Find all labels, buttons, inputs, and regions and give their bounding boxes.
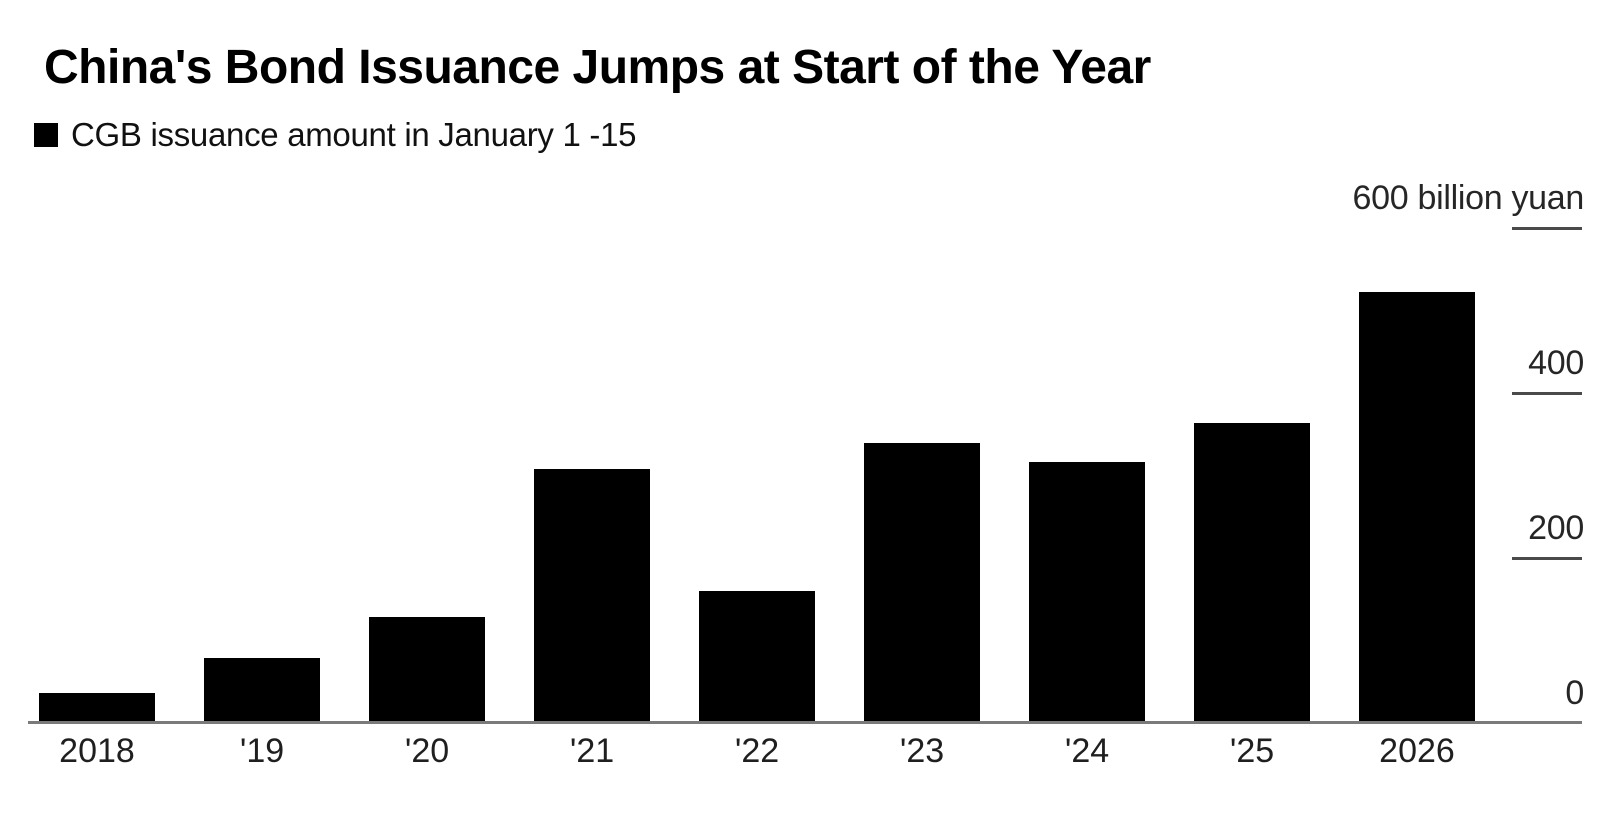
x-tick-label-21: '21	[569, 732, 615, 770]
x-tick-label-25: '25	[1229, 732, 1275, 770]
bar-19	[204, 657, 320, 723]
x-tick-label-2026: 2026	[1379, 732, 1455, 770]
bar-21	[534, 468, 650, 723]
y-tick-line-200	[1512, 556, 1582, 560]
x-tick-label-2018: 2018	[59, 732, 135, 770]
y-tick-label-400: 400	[1528, 344, 1584, 382]
y-tick-label-200: 200	[1528, 509, 1584, 547]
bar-23	[864, 443, 980, 723]
bar-2026	[1359, 291, 1475, 723]
legend: CGB issuance amount in January 1 -15	[34, 116, 636, 154]
x-tick-label-24: '24	[1064, 732, 1110, 770]
legend-label: CGB issuance amount in January 1 -15	[71, 116, 637, 153]
bar-24	[1029, 462, 1145, 723]
bar-20	[369, 617, 485, 723]
x-tick-label-22: '22	[734, 732, 780, 770]
x-axis-line	[28, 721, 1582, 724]
y-tick-line-400	[1512, 391, 1582, 395]
x-tick-label-20: '20	[404, 732, 450, 770]
y-tick-label-600: 600 billion yuan	[1352, 179, 1585, 217]
bar-22	[699, 591, 815, 723]
bar-2018	[39, 693, 155, 723]
legend-swatch-icon	[34, 123, 58, 147]
x-tick-label-23: '23	[899, 732, 945, 770]
x-tick-label-19: '19	[239, 732, 285, 770]
chart-title: China's Bond Issuance Jumps at Start of …	[44, 41, 1151, 94]
y-tick-label-0: 0	[1565, 674, 1584, 712]
y-tick-line-600	[1512, 226, 1582, 230]
bar-25	[1194, 422, 1310, 723]
